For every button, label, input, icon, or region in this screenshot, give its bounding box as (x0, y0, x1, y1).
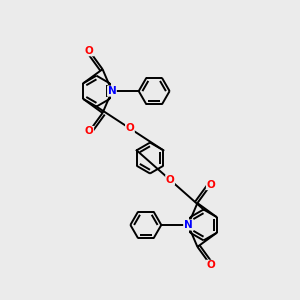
Text: N: N (184, 220, 192, 230)
Text: O: O (206, 180, 215, 190)
Text: O: O (125, 123, 134, 134)
Text: O: O (206, 260, 215, 270)
Text: O: O (85, 126, 94, 136)
Text: N: N (108, 86, 116, 96)
Text: O: O (85, 46, 94, 56)
Text: O: O (166, 175, 175, 185)
